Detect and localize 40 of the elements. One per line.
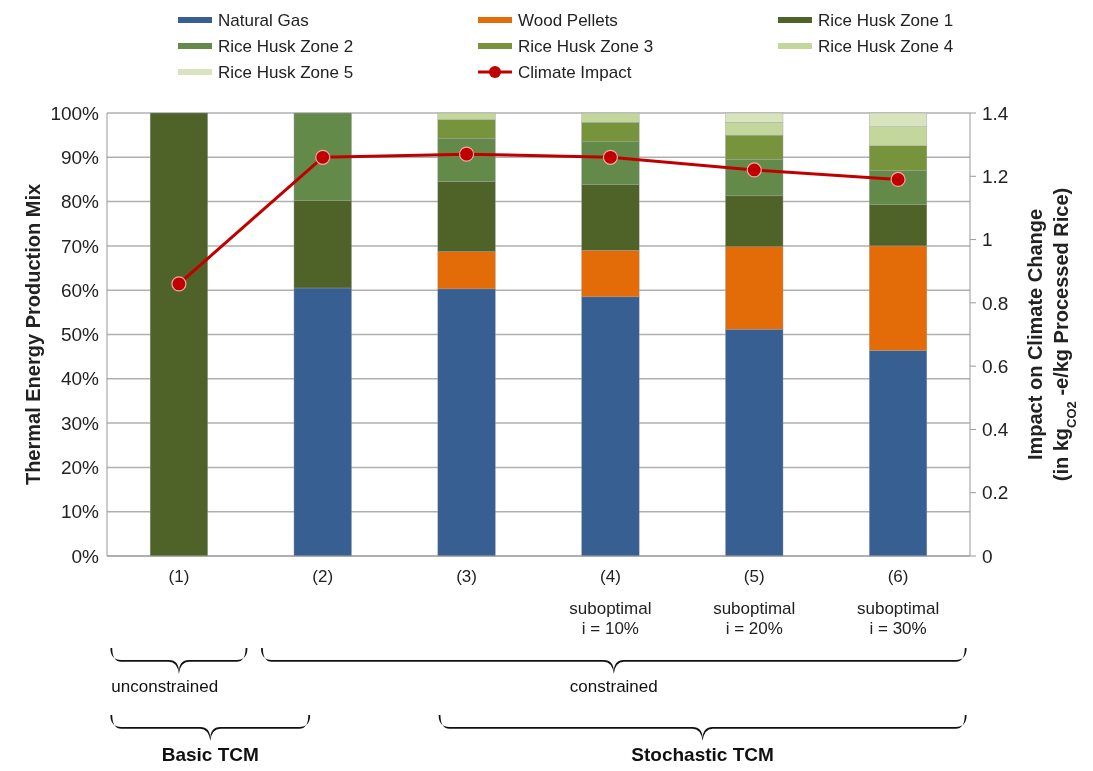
y-tick-label: 50% <box>60 324 100 346</box>
y-tick-label: 30% <box>60 412 100 434</box>
x-tick-label: (3) <box>456 567 477 586</box>
text: constrained <box>569 677 658 696</box>
y2-tick-label: 1 <box>982 229 993 251</box>
y-tick-label: 100% <box>50 102 100 124</box>
x-tick-label: (4) suboptimal i = 10% <box>569 567 652 638</box>
y-tick-label: 10% <box>60 501 100 523</box>
legend-label: Rice Husk Zone 1 <box>818 11 954 30</box>
point <box>171 276 187 292</box>
x-tick-label: (6) suboptimal i = 30% <box>856 567 940 638</box>
y-tick-label: 70% <box>60 235 100 257</box>
y-tick-label: 20% <box>60 457 100 479</box>
y-tick-label: 0% <box>71 545 100 567</box>
y2-tick-label: 0.6 <box>982 355 1009 377</box>
text: Stochastic TCM <box>631 744 774 765</box>
y-tick-label: 40% <box>60 368 100 390</box>
y-tick-label: 60% <box>60 279 100 301</box>
legend-label: Climate Impact <box>518 63 632 82</box>
y2-tick-label: 1.4 <box>982 102 1009 124</box>
legend-label: Rice Husk Zone 2 <box>218 37 354 56</box>
y2-tick-label: 0.2 <box>982 482 1009 504</box>
y-tick-label: 80% <box>60 191 100 213</box>
y2-tick-label: 1.2 <box>982 165 1009 187</box>
legend-label: Rice Husk Zone 5 <box>218 63 354 82</box>
legend-label: Rice Husk Zone 3 <box>518 37 654 56</box>
legend-label: Wood Pellets <box>518 11 618 30</box>
point <box>315 149 331 165</box>
legend-label: Natural Gas <box>218 11 309 30</box>
text: Basic TCM <box>161 744 259 765</box>
y2-tick-label: 0.4 <box>982 419 1009 441</box>
x-tick-label: (2) <box>312 567 334 586</box>
y-axis-title: Thermal Energy Production Mix <box>22 183 44 486</box>
legend-label: Rice Husk Zone 4 <box>818 37 954 56</box>
x-tick-label: (5) suboptimal i = 20% <box>713 567 796 638</box>
text: unconstrained <box>111 677 219 696</box>
x-tick-label: (1) <box>168 567 190 586</box>
y-tick-label: 90% <box>60 146 100 168</box>
y2-tick-label: 0.8 <box>982 292 1009 314</box>
y2-tick-label: 0 <box>982 545 993 567</box>
